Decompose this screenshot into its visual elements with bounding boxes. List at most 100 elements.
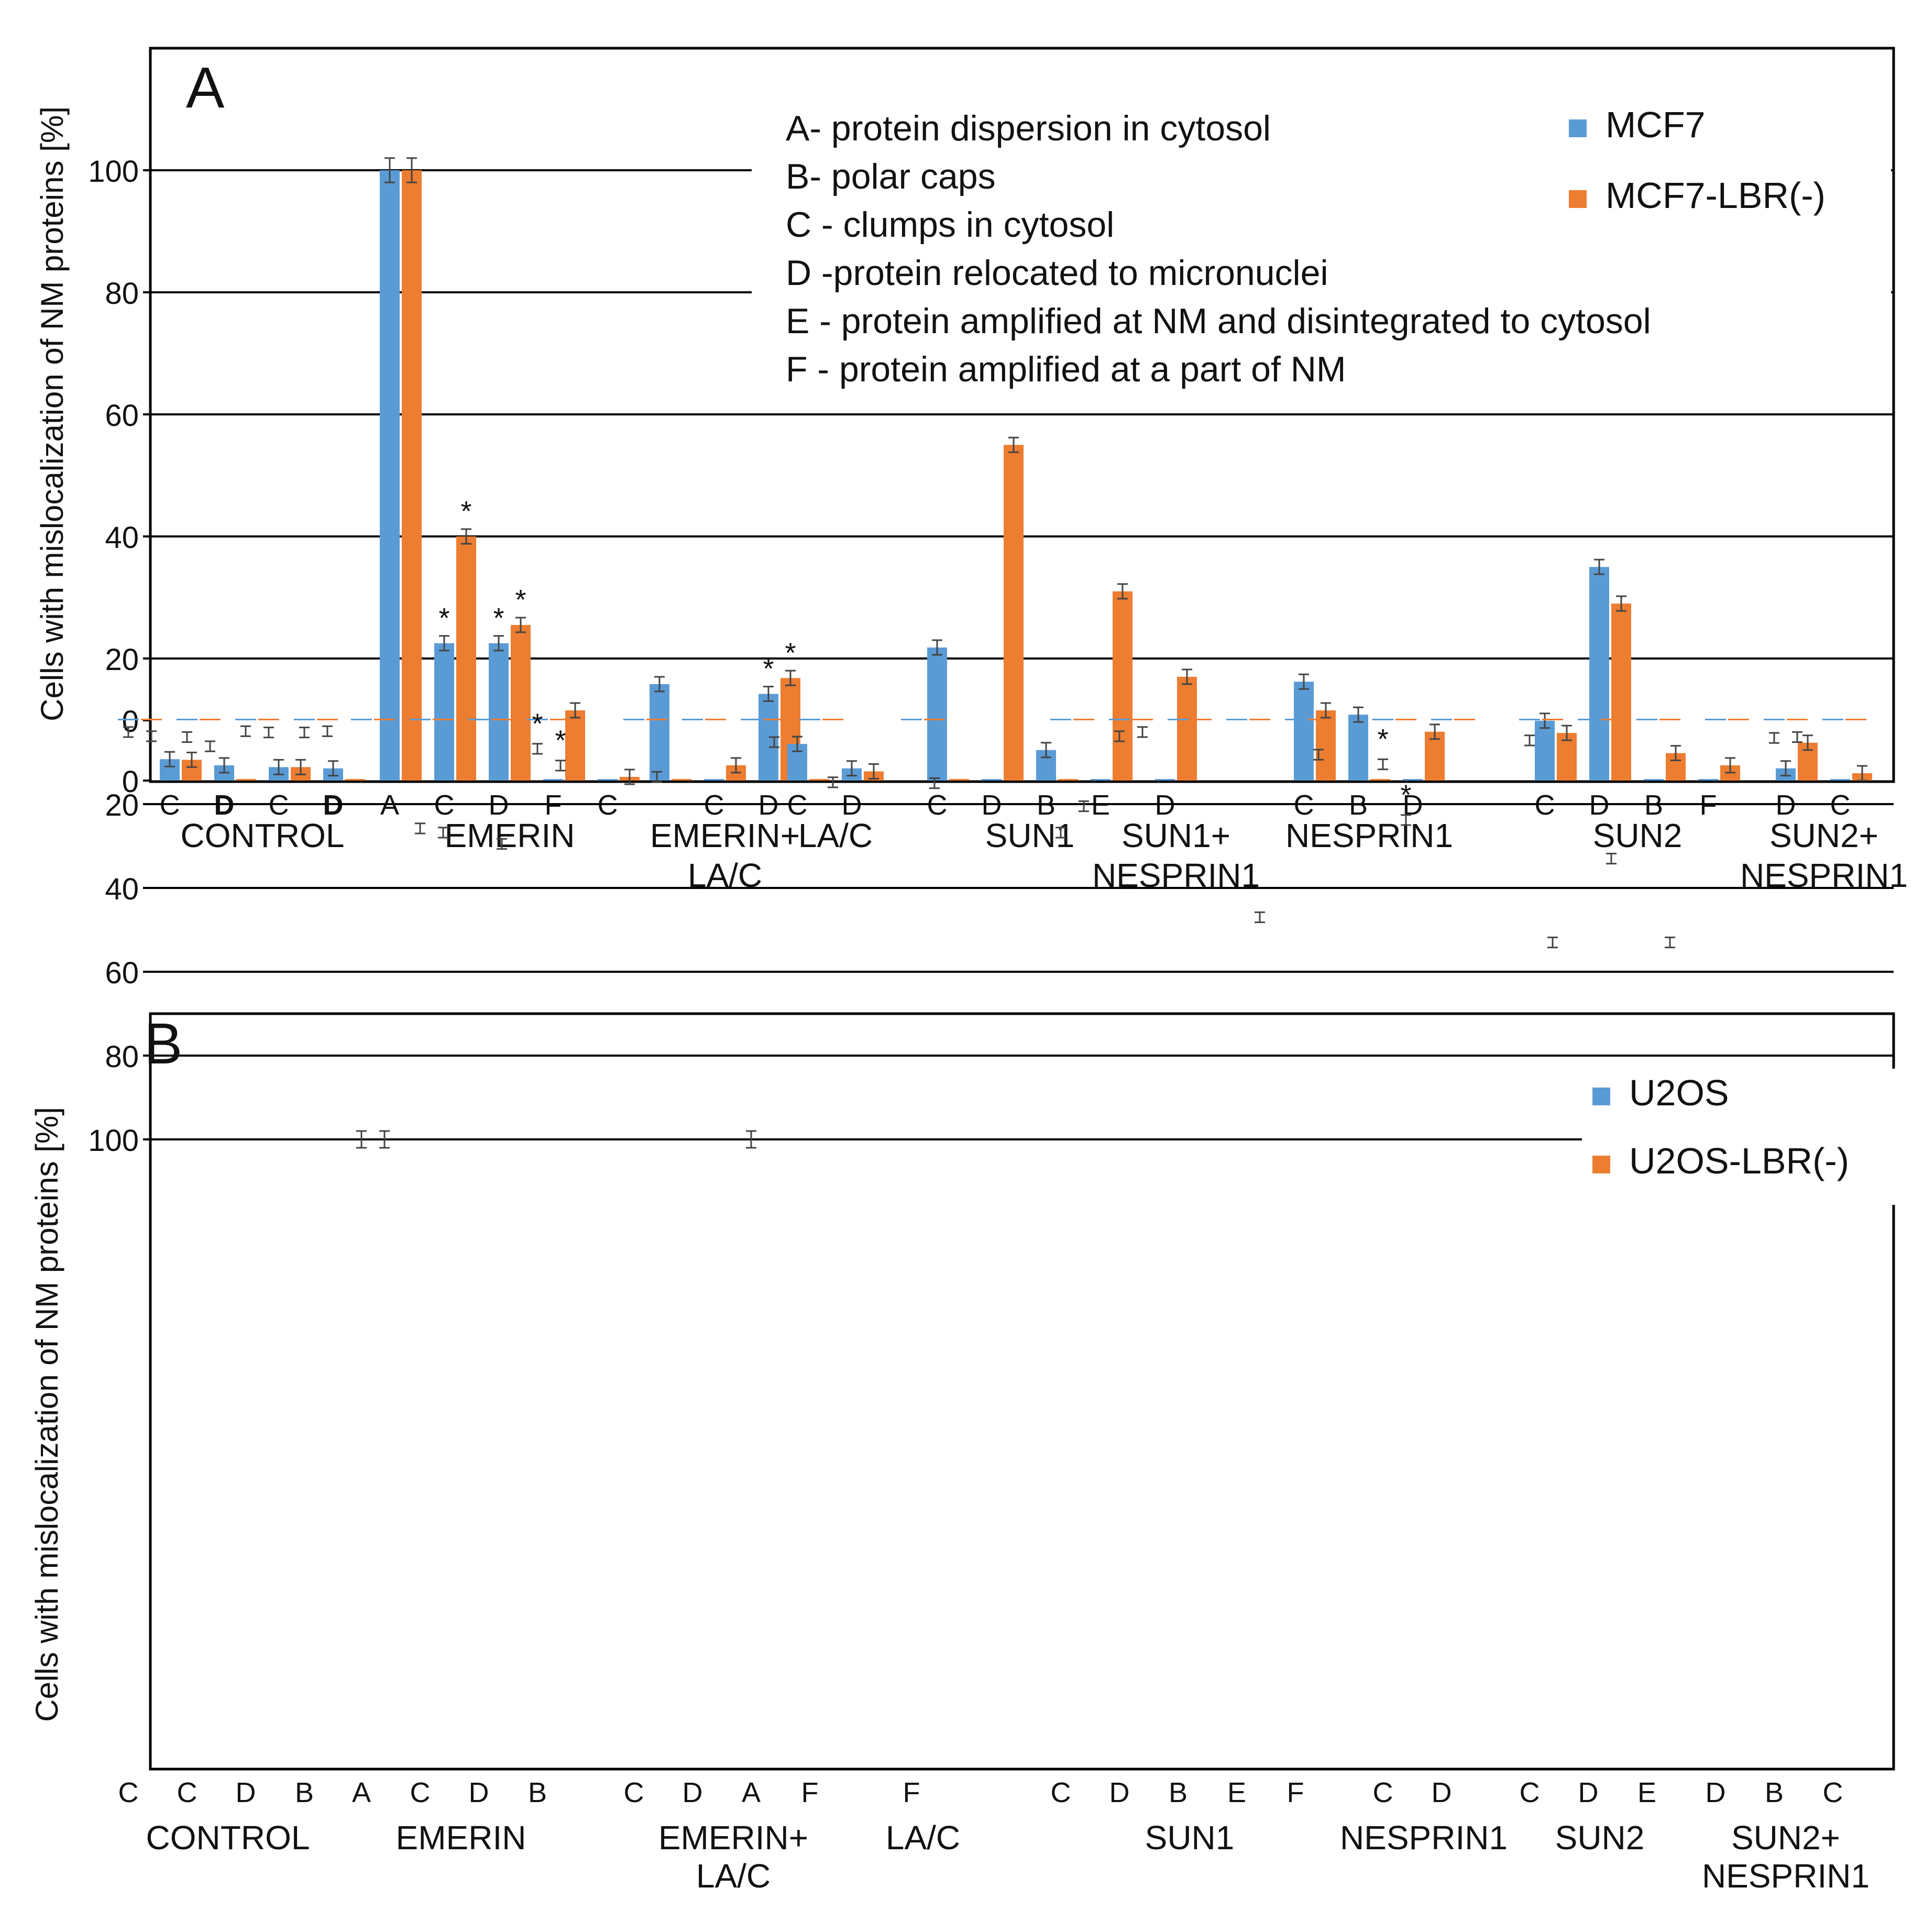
bar (456, 536, 476, 781)
bar (764, 719, 785, 720)
group-label: SUN1 (1145, 1819, 1235, 1857)
bar (949, 779, 969, 781)
bar (682, 719, 703, 720)
significance-star: * (460, 496, 471, 527)
group-label: NESPRIN1 (1340, 1819, 1508, 1857)
y-axis-label: Cells with mislocalization of NM protein… (35, 106, 70, 721)
group-label: LA/C (886, 1819, 960, 1857)
bar (1454, 719, 1475, 720)
y-tick-label: 0 (122, 705, 139, 739)
bar (1403, 779, 1423, 781)
bar (511, 624, 531, 781)
bar (1058, 779, 1078, 781)
bar (380, 170, 400, 781)
bar (200, 719, 221, 720)
bar (489, 643, 509, 781)
bar (1822, 719, 1843, 720)
y-tick-label: 100 (88, 1124, 139, 1158)
bar-category-label: D (236, 1777, 256, 1808)
bar (1644, 779, 1664, 781)
bar-category-label: B (528, 1777, 547, 1808)
bar (1073, 719, 1094, 720)
significance-star: * (1377, 723, 1388, 755)
bar (258, 719, 279, 720)
group-label: EMERIN+ (658, 1819, 808, 1857)
bar (543, 779, 563, 781)
legend-swatch (1592, 1088, 1610, 1105)
bar (527, 719, 548, 720)
bar (822, 719, 843, 720)
bar (1636, 719, 1657, 720)
bar (1425, 731, 1445, 781)
plot-frame (149, 1012, 1895, 1771)
bar (1764, 719, 1785, 720)
group-label: CONTROL (146, 1819, 310, 1857)
bar-category-label: C (1823, 1777, 1843, 1808)
bar (1601, 719, 1622, 720)
bar-category-label: C (1051, 1777, 1071, 1808)
bar-category-label: E (1637, 1777, 1656, 1808)
bar (901, 719, 922, 720)
bar (623, 719, 644, 720)
plot-frame (149, 47, 1895, 783)
group-label: EMERIN+ (650, 817, 800, 854)
bar (550, 719, 571, 720)
bar (650, 684, 669, 781)
y-tick-label: 40 (105, 872, 139, 906)
legend-box (1558, 101, 1873, 237)
bar-category-label: C (624, 1777, 644, 1808)
bar-category-label: E (1227, 1777, 1246, 1808)
bar (1155, 779, 1175, 781)
bar (799, 719, 820, 720)
bar (1348, 715, 1368, 781)
bar-category-label: F (903, 1777, 920, 1808)
bar (468, 719, 489, 720)
significance-star: * (532, 708, 543, 739)
bar-category-label: F (1287, 1777, 1304, 1808)
bar-category-label: B (1169, 1777, 1188, 1808)
significance-star: * (515, 584, 526, 616)
y-axis-label: Cells with mislocalization of NM protein… (29, 1107, 64, 1722)
y-tick-label: 20 (105, 643, 139, 677)
bar (317, 719, 338, 720)
bar (1191, 719, 1212, 720)
annotation-text: F - protein amplified at a part of NM (786, 349, 1346, 389)
bar (294, 719, 315, 720)
bar (1611, 603, 1631, 781)
bar-category-label: A (742, 1777, 761, 1808)
bar-category-label: A (352, 1777, 371, 1808)
group-label: NESPRIN1 (1285, 817, 1453, 854)
legend-label: MCF7-LBR(-) (1606, 175, 1826, 216)
bar (1168, 719, 1189, 720)
bar (433, 719, 454, 720)
bar (1589, 567, 1609, 781)
bar (1787, 719, 1808, 720)
bar (351, 719, 372, 720)
bar (402, 170, 422, 781)
bar (1519, 719, 1540, 720)
y-tick-label: 60 (105, 399, 139, 433)
bar (1249, 719, 1270, 720)
y-tick-label: 20 (105, 788, 139, 822)
bar (1659, 719, 1680, 720)
y-tick-label: 80 (105, 277, 139, 311)
bar (345, 779, 365, 781)
bar-category-label: D (1432, 1777, 1452, 1808)
group-label: SUN2 (1555, 1819, 1645, 1857)
bar (1830, 779, 1850, 781)
bar (646, 719, 667, 720)
bar (672, 779, 691, 781)
group-label: SUN2+ (1769, 817, 1878, 854)
bar-category-label: B (295, 1777, 314, 1808)
bar (927, 647, 947, 781)
bar-category-label: C (177, 1777, 197, 1808)
bar-category-label: C (410, 1777, 431, 1808)
legend-label: MCF7 (1606, 104, 1706, 145)
bar-category-label: C (118, 1777, 139, 1808)
bar (410, 719, 431, 720)
bar (1109, 719, 1130, 720)
bar-category-label: C (1520, 1777, 1540, 1808)
y-tick-label: 60 (105, 956, 139, 990)
bar-category-label: D (1706, 1777, 1726, 1808)
